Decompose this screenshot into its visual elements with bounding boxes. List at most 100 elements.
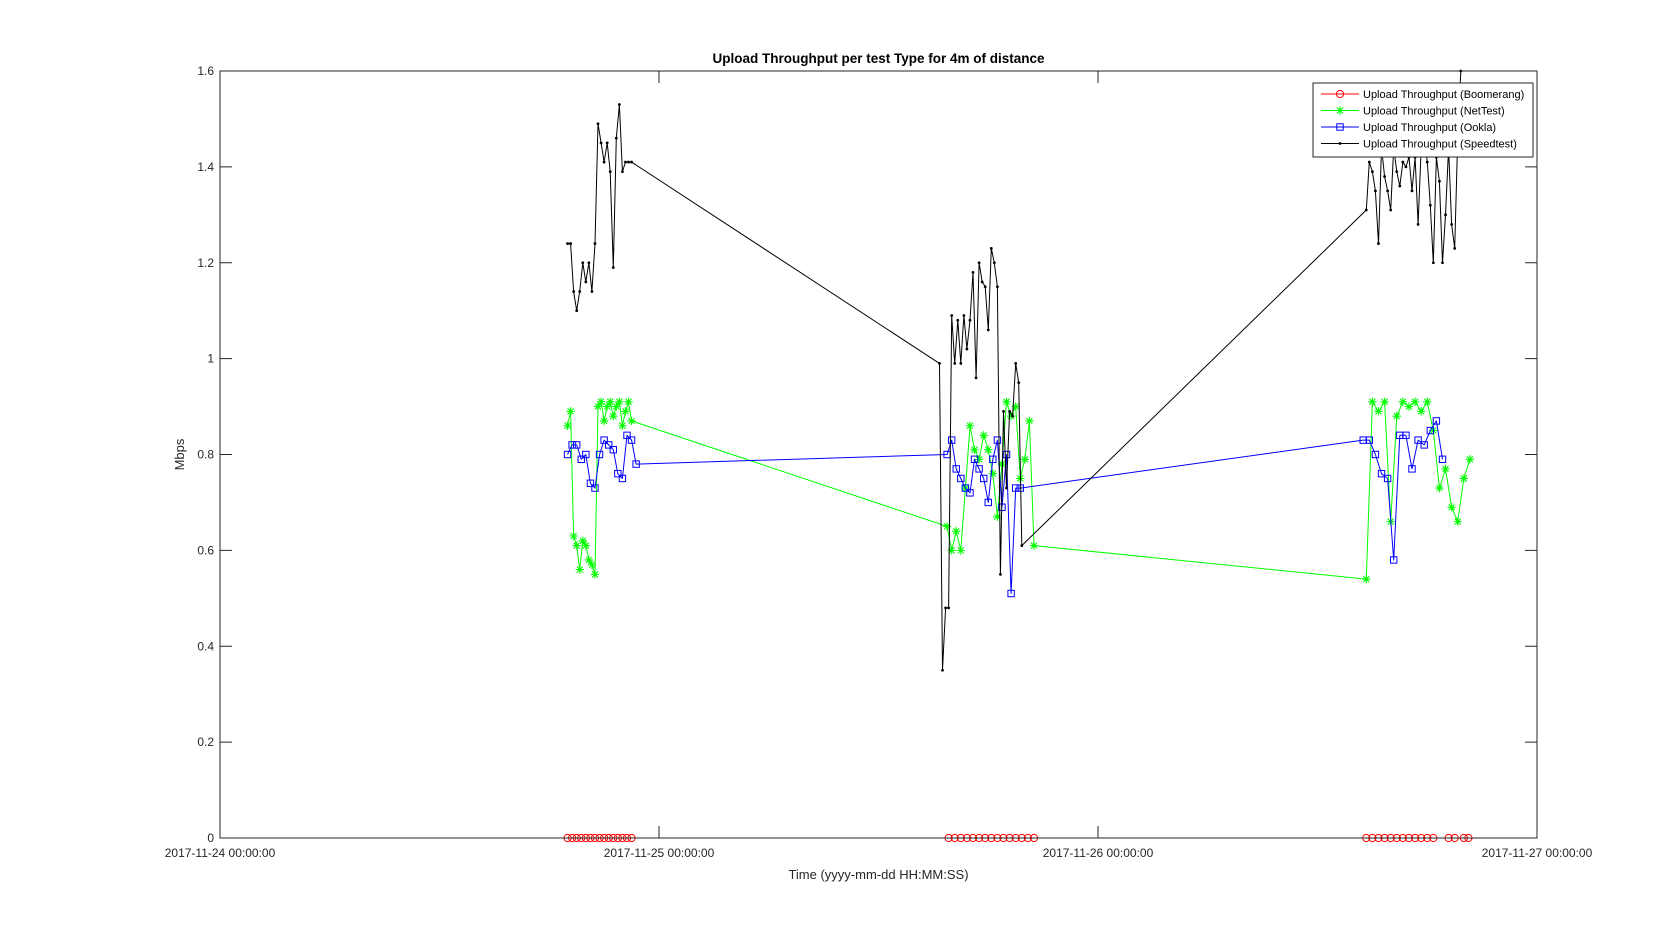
y-tick-label: 1 [207, 352, 214, 366]
data-point-nettest [1011, 402, 1020, 411]
data-point-nettest [596, 397, 606, 406]
data-point-speedtest [1014, 362, 1018, 365]
data-point-nettest [615, 397, 624, 406]
data-point-speedtest [621, 170, 624, 174]
data-point-nettest [988, 469, 998, 478]
data-point-ookla [1420, 441, 1428, 449]
data-point-ookla [1002, 450, 1011, 459]
series-ookla [563, 417, 1447, 598]
data-point-speedtest [614, 136, 618, 140]
y-tick-label: 0.8 [197, 448, 214, 462]
data-point-ookla [975, 465, 983, 473]
data-point-speedtest [974, 376, 978, 380]
data-point-ookla [957, 474, 965, 483]
data-point-speedtest [1377, 242, 1380, 245]
data-point-speedtest [569, 242, 572, 245]
data-point-speedtest [992, 261, 996, 265]
x-tick-label: 2017-11-26 00:00:00 [1043, 846, 1154, 860]
data-point-ookla [1377, 469, 1386, 478]
data-point-speedtest [1002, 409, 1005, 413]
data-point-ookla [600, 436, 608, 444]
data-point-nettest [1020, 455, 1030, 464]
data-point-ookla [970, 455, 979, 463]
ticks-layer: 2017-11-24 00:00:00 2017-11-25 00:00:00 20… [165, 64, 1593, 860]
data-point-speedtest [1428, 203, 1432, 207]
data-point-ookla [1426, 426, 1434, 435]
data-point-nettest [1362, 574, 1371, 584]
data-point-speedtest [968, 318, 972, 322]
data-point-nettest [575, 565, 584, 574]
data-point-ookla [586, 479, 595, 487]
y-tick-label: 0 [207, 831, 214, 845]
data-point-ookla [627, 436, 636, 444]
data-point-speedtest [1389, 208, 1393, 212]
data-point-speedtest [1453, 246, 1457, 250]
data-point-ookla [1390, 556, 1398, 564]
data-point-nettest [1392, 411, 1401, 421]
data-point-speedtest [947, 606, 951, 610]
data-point-nettest [952, 527, 961, 536]
data-point-speedtest [1386, 189, 1390, 193]
data-point-ookla [1371, 450, 1380, 459]
y-tick-label: 0.4 [197, 639, 214, 653]
y-tick-label: 0.6 [197, 543, 214, 557]
data-point-nettest [1423, 397, 1432, 406]
data-point-speedtest [1425, 160, 1429, 164]
data-point-ookla [623, 431, 631, 440]
data-point-nettest [993, 512, 1002, 522]
data-point-ookla [1438, 455, 1447, 463]
legend-label-speedtest: Upload Throughput (Speedtest) [1363, 139, 1517, 151]
data-point-nettest [1025, 416, 1034, 426]
data-point-speedtest [593, 242, 597, 245]
data-point-speedtest [624, 160, 627, 164]
data-point-nettest [979, 431, 988, 440]
data-point-speedtest [1005, 486, 1008, 490]
data-point-speedtest [1431, 261, 1435, 265]
data-point-nettest [1374, 407, 1383, 416]
data-point-ookla [609, 446, 617, 454]
data-point-speedtest [956, 318, 960, 322]
data-point-nettest [587, 560, 597, 569]
data-point-speedtest [938, 362, 941, 365]
data-point-speedtest [1398, 184, 1402, 188]
data-point-nettest [1459, 474, 1469, 483]
data-point-speedtest [1011, 414, 1015, 418]
data-point-speedtest [1367, 160, 1371, 164]
data-point-nettest [609, 411, 618, 421]
data-point-ookla [591, 484, 599, 492]
data-point-speedtest [989, 246, 993, 250]
data-point-nettest [593, 402, 603, 411]
y-tick-label: 1.2 [197, 256, 214, 270]
data-point-ookla [1402, 431, 1410, 440]
data-point-ookla [961, 484, 970, 492]
data-point-speedtest [572, 290, 576, 293]
data-point-nettest [606, 397, 615, 406]
data-point-speedtest [1008, 409, 1011, 413]
data-point-nettest [974, 455, 984, 464]
data-point-speedtest [1441, 261, 1444, 265]
data-point-nettest [578, 536, 587, 545]
data-point-speedtest [977, 261, 981, 265]
data-point-nettest [1002, 397, 1011, 406]
data-point-speedtest [584, 280, 588, 284]
legend-box [1312, 82, 1534, 158]
data-point-nettest [997, 459, 1007, 469]
x-tick-label: 2017-11-25 00:00:00 [604, 846, 715, 860]
data-point-speedtest [941, 668, 944, 672]
data-point-speedtest [1416, 223, 1420, 226]
data-point-ookla [1432, 417, 1441, 425]
series-line-speedtest [567, 70, 1462, 671]
data-point-nettest [1441, 464, 1450, 474]
y-tick-label: 1.4 [197, 160, 214, 174]
data-point-speedtest [1020, 544, 1024, 547]
data-point-speedtest [950, 314, 954, 317]
data-point-speedtest [1383, 175, 1386, 178]
data-point-nettest [1368, 397, 1377, 406]
legend: Upload Throughput (Boomerang) Upload Thro… [1312, 82, 1534, 158]
legend-marker-speedtest [1338, 142, 1342, 145]
data-point-speedtest [995, 285, 999, 289]
data-point-ookla [984, 498, 992, 507]
data-point-ookla [595, 450, 604, 459]
data-point-speedtest [1017, 381, 1021, 384]
data-point-ookla [604, 441, 613, 449]
